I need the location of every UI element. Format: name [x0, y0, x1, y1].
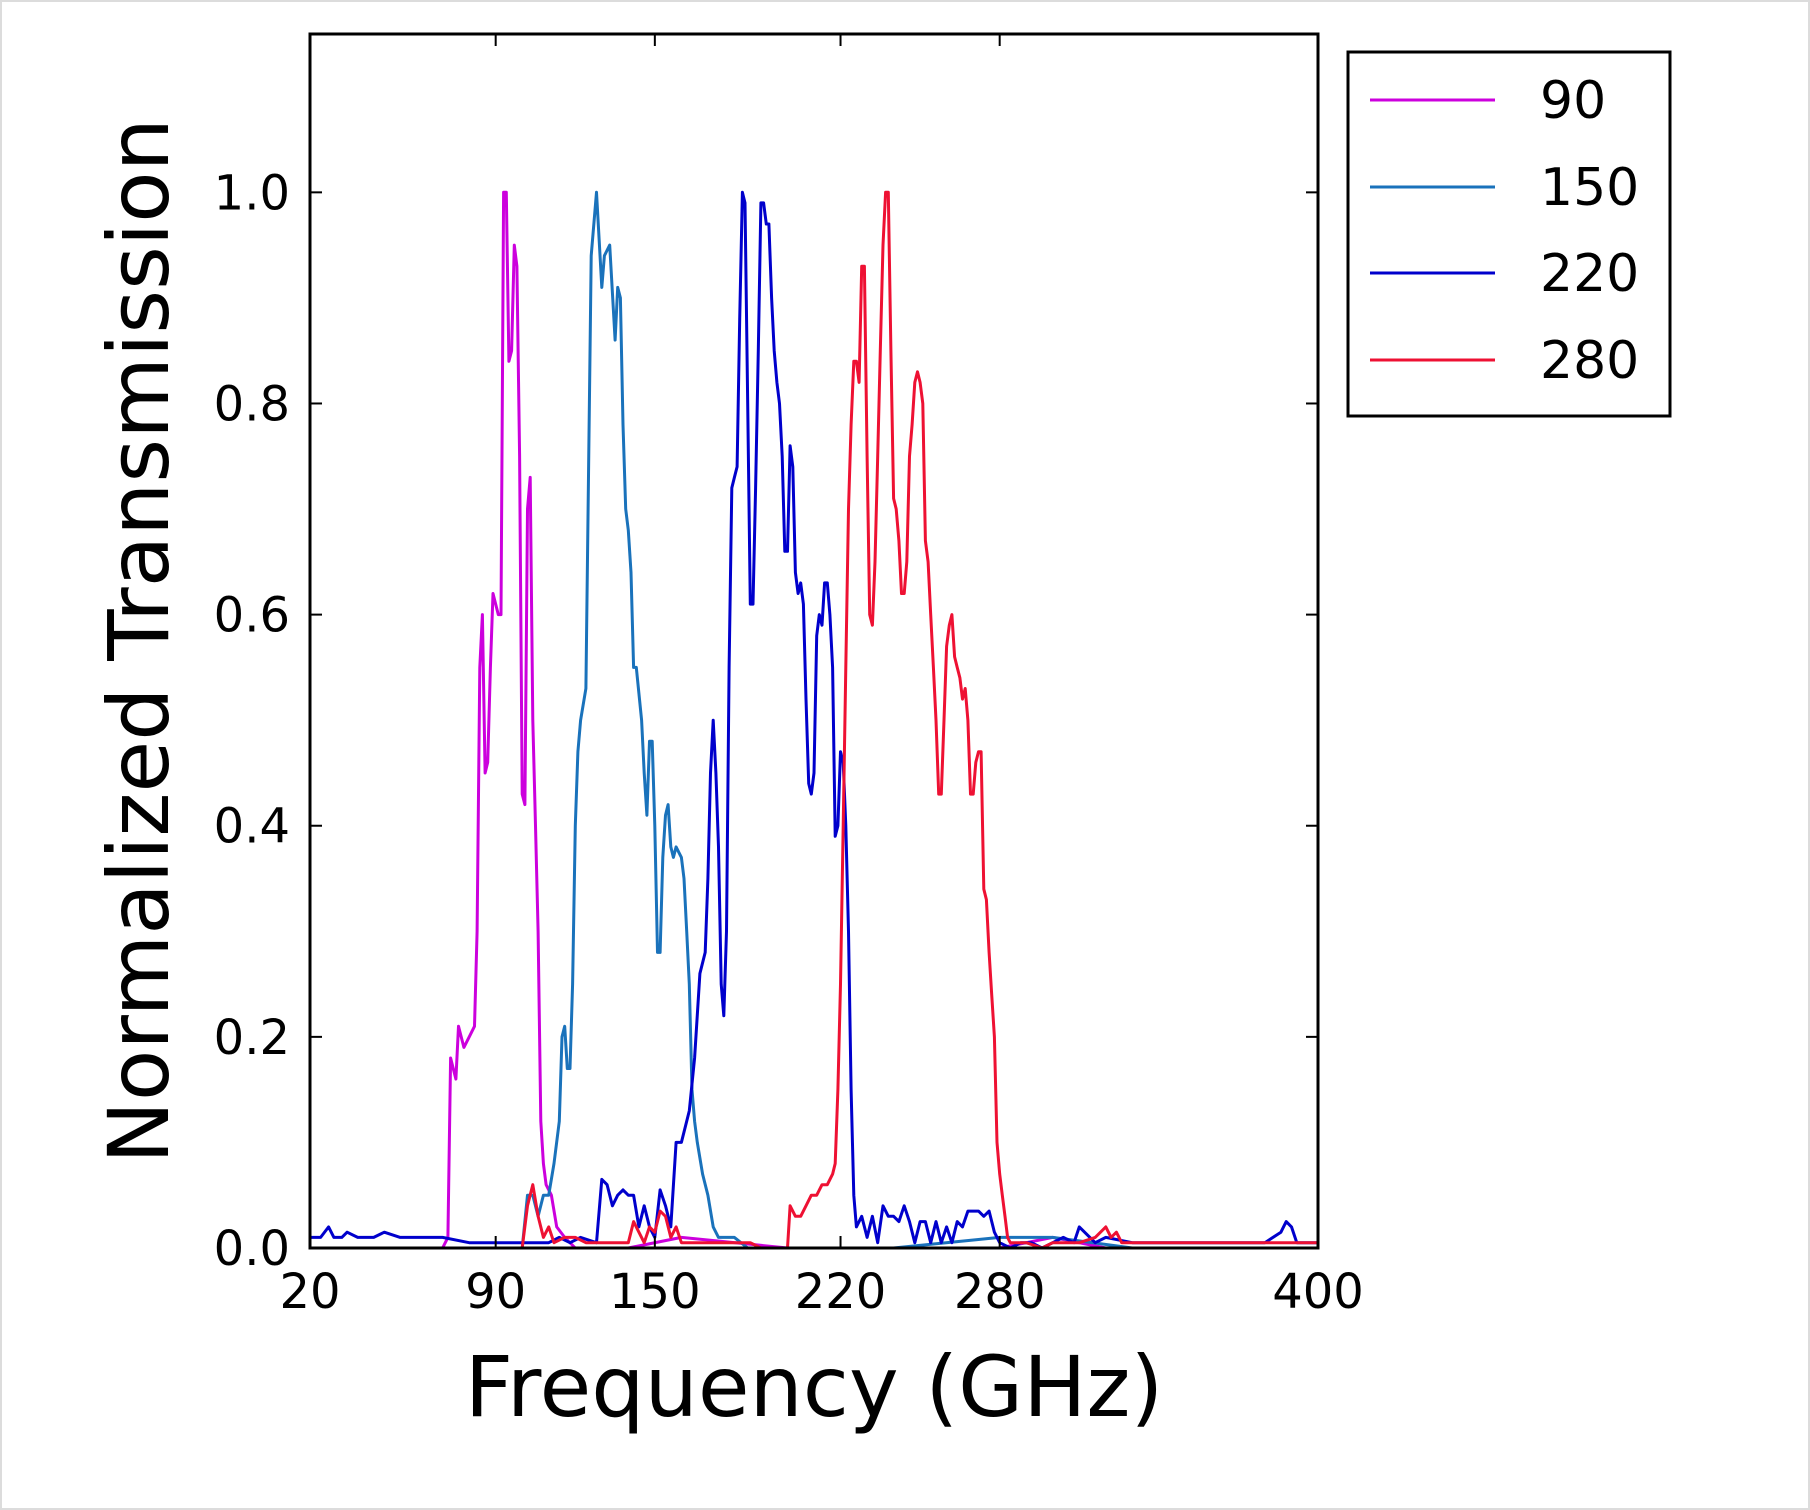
y-tick-label: 1.0: [214, 165, 290, 221]
legend-label-150: 150: [1540, 158, 1639, 218]
legend-box: [1346, 50, 1672, 418]
legend-label-90: 90: [1540, 71, 1606, 131]
y-tick-label: 0.6: [214, 588, 290, 644]
series-line-280: [310, 190, 1318, 1250]
x-tick-label: 90: [465, 1264, 526, 1320]
x-tick-label: 400: [1272, 1264, 1364, 1320]
series-layer: [310, 190, 1318, 1250]
x-tick-label: 20: [279, 1264, 340, 1320]
plot-area-frame: [308, 32, 1320, 1250]
series-line-220: [310, 190, 1318, 1250]
y-axis-label: Normalized Transmission: [90, 118, 188, 1164]
x-tick-label: 280: [954, 1264, 1046, 1320]
legend: 90 150 220 280: [1346, 50, 1672, 418]
x-tick-label: 220: [795, 1264, 887, 1320]
series-line-150: [310, 190, 1318, 1250]
ticks-layer: 20 90 150 220 280 400 0.0 0.2 0.4 0.6 0.8 1.0: [214, 34, 1364, 1320]
legend-label-280: 280: [1540, 331, 1639, 391]
y-tick-label: 0.4: [214, 799, 290, 855]
y-tick-label: 0.0: [214, 1221, 290, 1277]
y-tick-label: 0.2: [214, 1010, 290, 1066]
x-tick-label: 150: [609, 1264, 701, 1320]
y-tick-label: 0.8: [214, 376, 290, 432]
x-axis-label: Frequency (GHz): [465, 1338, 1164, 1436]
legend-label-220: 220: [1540, 244, 1639, 304]
